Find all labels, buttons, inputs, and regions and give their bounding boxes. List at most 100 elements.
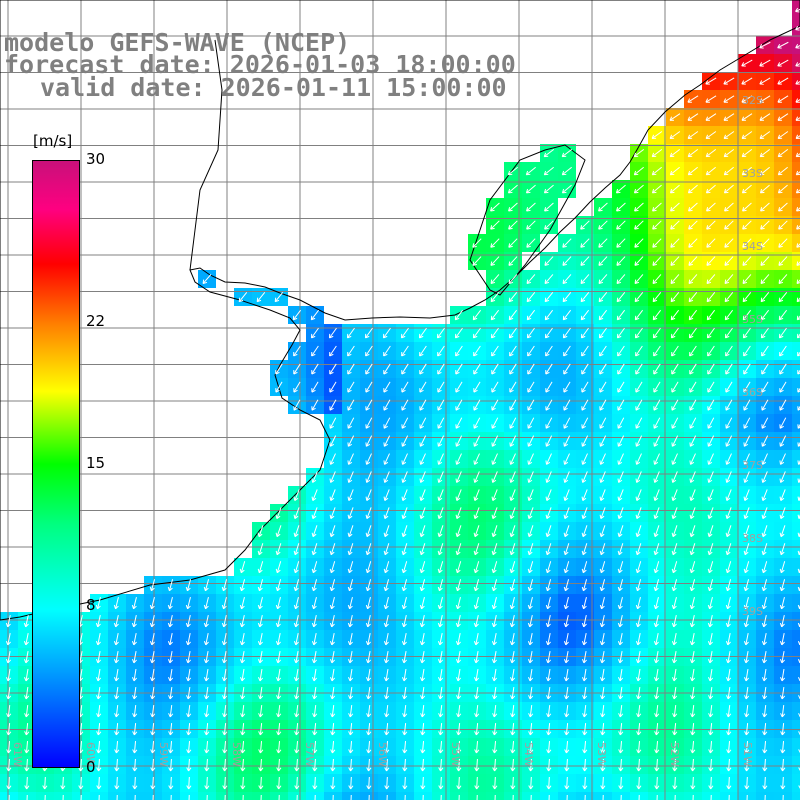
wind-arrow (742, 256, 752, 266)
wind-arrow (561, 166, 572, 176)
wind-arrow (795, 116, 800, 121)
wind-arrow (599, 345, 607, 357)
wind-arrow (310, 327, 319, 339)
wind-arrow (508, 327, 517, 339)
wind-arrow (581, 363, 589, 375)
wind-arrow (705, 131, 717, 139)
wind-arrow (455, 363, 463, 375)
wind-arrow (635, 345, 643, 357)
wind-arrow (796, 243, 800, 248)
wind-cell (792, 414, 800, 432)
wind-cell (792, 630, 800, 648)
wind-arrow (706, 274, 716, 285)
wind-arrow (617, 381, 625, 393)
latitude-label: 34S (742, 240, 763, 253)
wind-arrow (490, 220, 500, 230)
wind-arrow (616, 327, 625, 339)
wind-arrow (401, 381, 409, 393)
wind-arrow (741, 166, 752, 176)
wind-arrow (706, 327, 715, 339)
wind-arrow (705, 77, 717, 85)
wind-arrow (274, 292, 284, 303)
wind-arrow (509, 399, 517, 411)
wind-arrow (455, 399, 463, 411)
longitude-label: 52W (668, 742, 681, 767)
wind-arrow (759, 77, 771, 85)
wind-arrow (329, 417, 337, 429)
wind-arrow (671, 363, 679, 375)
wind-arrow (562, 327, 571, 339)
wind-arrow (527, 345, 535, 357)
wind-arrow (724, 327, 733, 339)
longitude-label: 53W (595, 742, 608, 767)
wind-arrow (580, 274, 590, 285)
wind-arrow (507, 184, 518, 194)
wind-arrow (437, 345, 445, 357)
wind-arrow (383, 417, 391, 429)
wind-arrow (509, 381, 517, 393)
wind-arrow (651, 166, 662, 176)
wind-arrow (796, 315, 800, 321)
wind-arrow (651, 148, 663, 158)
wind-arrow (741, 148, 753, 158)
wind-cell (792, 18, 800, 36)
wind-arrow (527, 363, 535, 375)
wind-cell (792, 792, 800, 800)
wind-arrow (599, 363, 607, 375)
wind-arrow (508, 292, 518, 303)
wind-arrow (742, 238, 752, 248)
wind-arrow (669, 166, 680, 176)
wind-arrow (653, 363, 661, 375)
wind-arrow (670, 220, 680, 230)
wind-arrow (545, 345, 553, 357)
wind-arrow (635, 399, 643, 411)
wind-arrow (509, 363, 517, 375)
wind-arrow (401, 417, 409, 429)
wind-arrow (599, 381, 607, 393)
wind-arrow (742, 327, 751, 339)
wind-arrow (760, 202, 770, 212)
wind-arrow (723, 148, 735, 158)
wind-arrow (705, 148, 717, 158)
wind-arrow (238, 292, 248, 303)
wind-arrow (365, 399, 373, 411)
wind-arrow (383, 399, 391, 411)
wind-arrow (759, 113, 771, 121)
wind-arrow (778, 256, 788, 266)
wind-arrow (723, 95, 735, 103)
wind-arrow (795, 7, 800, 13)
wind-arrow (329, 399, 337, 411)
wind-cell (792, 144, 800, 162)
wind-cell (792, 396, 800, 414)
wind-arrow (545, 399, 553, 411)
wind-arrow (724, 202, 734, 212)
wind-arrow (401, 345, 409, 357)
wind-arrow (688, 238, 698, 248)
wind-cell (792, 522, 800, 540)
wind-cell (792, 198, 800, 216)
wind-arrow (652, 220, 662, 230)
wind-arrow (509, 345, 517, 357)
wind-arrow (724, 309, 734, 321)
wind-arrow (725, 399, 733, 411)
wind-arrow (436, 327, 445, 339)
wind-arrow (779, 363, 787, 375)
wind-arrow (401, 363, 409, 375)
wind-arrow (760, 256, 770, 266)
wind-arrow (561, 184, 572, 194)
wind-cell (792, 666, 800, 684)
wind-arrow (653, 381, 661, 393)
wind-arrow (473, 399, 481, 411)
wind-arrow (759, 41, 771, 49)
wind-arrow (634, 238, 644, 248)
wind-arrow (472, 309, 482, 321)
longitude-label: 61W (11, 742, 24, 767)
wind-arrow (796, 333, 800, 339)
wind-arrow (670, 274, 680, 285)
wind-arrow (544, 309, 554, 321)
wind-cell (792, 468, 800, 486)
wind-arrow (490, 274, 500, 285)
